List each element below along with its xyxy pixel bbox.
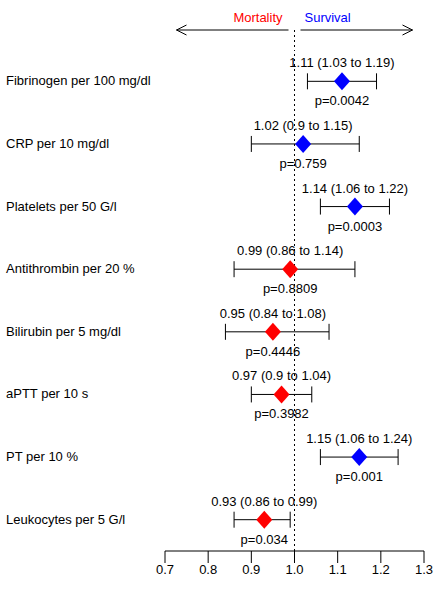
- svg-text:Leukocytes per 5 G/l: Leukocytes per 5 G/l: [8, 512, 125, 527]
- svg-text:0.93 (0.86 to 0.99): 0.93 (0.86 to 0.99): [211, 494, 317, 509]
- svg-text:Fibrinogen per 100 mg/dl: Fibrinogen per 100 mg/dl: [8, 73, 151, 88]
- svg-text:1.1: 1.1: [329, 562, 347, 577]
- svg-text:Platelets per 50 G/l: Platelets per 50 G/l: [8, 199, 117, 214]
- svg-text:p=0.759: p=0.759: [279, 156, 326, 171]
- svg-text:p=0.0003: p=0.0003: [328, 219, 383, 234]
- svg-text:p=0.001: p=0.001: [336, 469, 383, 484]
- svg-text:1.02 (0.9 to 1.15): 1.02 (0.9 to 1.15): [254, 118, 353, 133]
- svg-text:aPTT per 10 s: aPTT per 10 s: [8, 386, 89, 401]
- svg-text:PT per 10 %: PT per 10 %: [8, 449, 78, 464]
- svg-text:1.2: 1.2: [372, 562, 390, 577]
- svg-text:p=0.3982: p=0.3982: [254, 406, 309, 421]
- svg-text:CRP per 10 mg/dl: CRP per 10 mg/dl: [8, 136, 109, 151]
- svg-text:0.7: 0.7: [156, 562, 174, 577]
- svg-text:0.99 (0.86 to 1.14): 0.99 (0.86 to 1.14): [237, 243, 343, 258]
- svg-text:0.95 (0.84 to 1.08): 0.95 (0.84 to 1.08): [220, 306, 326, 321]
- svg-text:Antithrombin per 20 %: Antithrombin per 20 %: [8, 261, 135, 276]
- svg-text:1.0: 1.0: [285, 562, 303, 577]
- svg-text:1.11 (1.03 to 1.19): 1.11 (1.03 to 1.19): [289, 55, 394, 70]
- svg-text:0.8: 0.8: [199, 562, 217, 577]
- svg-text:p=0.0042: p=0.0042: [315, 93, 370, 108]
- svg-text:p=0.034: p=0.034: [241, 532, 288, 547]
- svg-text:0.9: 0.9: [242, 562, 260, 577]
- svg-text:p=0.4446: p=0.4446: [246, 344, 301, 359]
- svg-text:1.3: 1.3: [415, 562, 428, 577]
- svg-text:Survival: Survival: [305, 10, 351, 25]
- svg-text:0.97 (0.9 to 1.04): 0.97 (0.9 to 1.04): [232, 368, 331, 383]
- svg-text:1.15 (1.06 to 1.24): 1.15 (1.06 to 1.24): [306, 431, 412, 446]
- svg-text:Bilirubin per 5 mg/dl: Bilirubin per 5 mg/dl: [8, 324, 121, 339]
- svg-text:Mortality: Mortality: [233, 10, 283, 25]
- svg-text:1.14 (1.06 to 1.22): 1.14 (1.06 to 1.22): [302, 181, 408, 196]
- svg-text:p=0.8809: p=0.8809: [263, 281, 318, 296]
